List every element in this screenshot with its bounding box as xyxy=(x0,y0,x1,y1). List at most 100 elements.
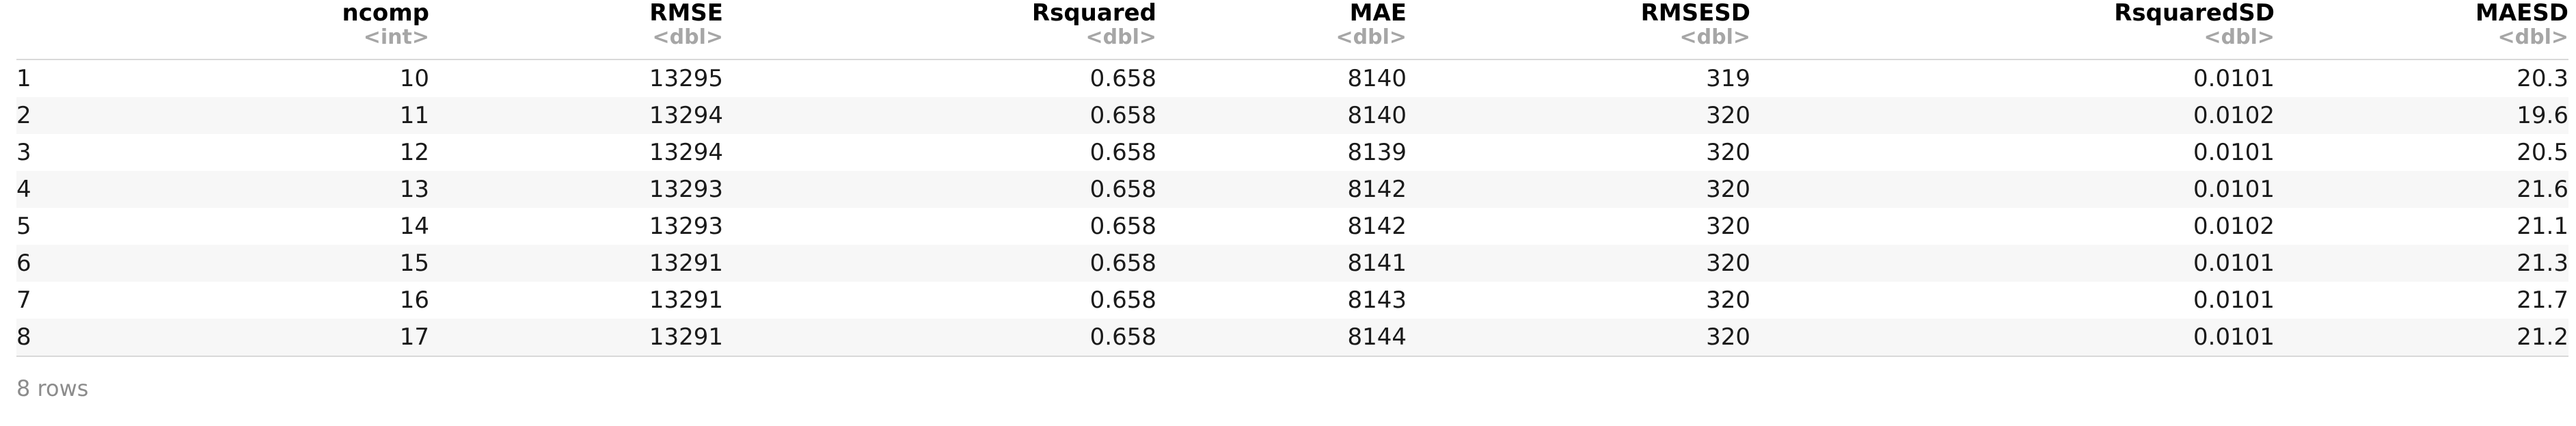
row-index-cell: 2 xyxy=(16,102,31,129)
data-frame-viewer: ncomp <int> RMSE <dbl> Rsquared <dbl> MAE <dbl>… xyxy=(16,0,2568,357)
table-cell: 13 xyxy=(399,176,429,203)
table-cell: 0.0101 xyxy=(2193,287,2275,314)
column-name: MAE xyxy=(1349,0,1407,27)
row-count-label: 8 rows xyxy=(16,375,89,401)
table-cell: 13291 xyxy=(649,323,723,351)
table-cell: 0.0101 xyxy=(2193,139,2275,166)
table-cell: 14 xyxy=(399,213,429,240)
column-type: <dbl> xyxy=(652,25,723,49)
table-cell: 15 xyxy=(399,250,429,277)
table-row: 2 11 13294 0.658 8140 320 0.0102 19.6 xyxy=(16,97,2568,134)
table-cell: 0.0102 xyxy=(2193,102,2275,129)
table-cell: 320 xyxy=(1706,213,1750,240)
column-type: <dbl> xyxy=(1085,25,1156,49)
row-index-cell: 7 xyxy=(16,287,31,314)
column-type: <dbl> xyxy=(2497,25,2568,49)
table-cell: 0.658 xyxy=(1089,213,1156,240)
table-cell: 0.0101 xyxy=(2193,323,2275,351)
column-name: Rsquared xyxy=(1031,0,1156,27)
table-cell: 0.658 xyxy=(1089,287,1156,314)
row-index-header xyxy=(16,0,153,59)
table-cell: 0.658 xyxy=(1089,323,1156,351)
column-type: <dbl> xyxy=(1336,25,1407,49)
table-cell: 320 xyxy=(1706,323,1750,351)
table-cell: 8142 xyxy=(1347,213,1407,240)
table-cell: 0.658 xyxy=(1089,176,1156,203)
table-cell: 13293 xyxy=(649,213,723,240)
table-cell: 17 xyxy=(399,323,429,351)
table-cell: 13294 xyxy=(649,102,723,129)
column-header[interactable]: MAE <dbl> xyxy=(1156,0,1407,59)
column-type: <int> xyxy=(363,25,429,49)
table-cell: 0.0102 xyxy=(2193,213,2275,240)
table-cell: 10 xyxy=(399,65,429,92)
table-body: 1 10 13295 0.658 8140 319 0.0101 20.3 2 11 13294 0.… xyxy=(16,59,2568,356)
table-cell: 21.7 xyxy=(2517,287,2568,314)
column-name: ncomp xyxy=(342,0,429,27)
column-header[interactable]: RsquaredSD <dbl> xyxy=(1750,0,2275,59)
table-cell: 8142 xyxy=(1347,176,1407,203)
table-cell: 8144 xyxy=(1347,323,1407,351)
column-name: MAESD xyxy=(2475,0,2568,27)
table-cell: 320 xyxy=(1706,287,1750,314)
table-cell: 8140 xyxy=(1347,65,1407,92)
table-cell: 21.2 xyxy=(2517,323,2568,351)
results-table: ncomp <int> RMSE <dbl> Rsquared <dbl> MAE <dbl>… xyxy=(16,0,2568,357)
table-cell: 320 xyxy=(1706,139,1750,166)
table-cell: 0.0101 xyxy=(2193,176,2275,203)
table-cell: 13293 xyxy=(649,176,723,203)
table-row: 6 15 13291 0.658 8141 320 0.0101 21.3 xyxy=(16,245,2568,282)
table-row: 1 10 13295 0.658 8140 319 0.0101 20.3 xyxy=(16,59,2568,97)
column-header[interactable]: RMSE <dbl> xyxy=(429,0,723,59)
row-index-cell: 5 xyxy=(16,213,31,240)
table-row: 7 16 13291 0.658 8143 320 0.0101 21.7 xyxy=(16,282,2568,319)
table-cell: 0.0101 xyxy=(2193,65,2275,92)
table-cell: 0.0101 xyxy=(2193,250,2275,277)
row-index-cell: 1 xyxy=(16,65,31,92)
row-index-cell: 4 xyxy=(16,176,31,203)
column-header[interactable]: MAESD <dbl> xyxy=(2275,0,2568,59)
table-row: 5 14 13293 0.658 8142 320 0.0102 21.1 xyxy=(16,208,2568,245)
table-cell: 320 xyxy=(1706,250,1750,277)
table-cell: 21.6 xyxy=(2517,176,2568,203)
table-header: ncomp <int> RMSE <dbl> Rsquared <dbl> MAE <dbl>… xyxy=(16,0,2568,59)
table-cell: 0.658 xyxy=(1089,250,1156,277)
table-row: 4 13 13293 0.658 8142 320 0.0101 21.6 xyxy=(16,171,2568,208)
table-cell: 8143 xyxy=(1347,287,1407,314)
column-name: RMSE xyxy=(649,0,723,27)
row-index-cell: 6 xyxy=(16,250,31,277)
table-row: 8 17 13291 0.658 8144 320 0.0101 21.2 xyxy=(16,319,2568,356)
table-cell: 320 xyxy=(1706,102,1750,129)
table-cell: 13294 xyxy=(649,139,723,166)
column-header[interactable]: RMSESD <dbl> xyxy=(1407,0,1750,59)
table-cell: 0.658 xyxy=(1089,139,1156,166)
row-index-cell: 8 xyxy=(16,323,31,351)
table-cell: 20.5 xyxy=(2517,139,2568,166)
table-cell: 319 xyxy=(1706,65,1750,92)
table-cell: 16 xyxy=(399,287,429,314)
column-header[interactable]: Rsquared <dbl> xyxy=(723,0,1156,59)
table-cell: 8141 xyxy=(1347,250,1407,277)
table-cell: 11 xyxy=(399,102,429,129)
header-row: ncomp <int> RMSE <dbl> Rsquared <dbl> MAE <dbl>… xyxy=(16,0,2568,59)
table-row: 3 12 13294 0.658 8139 320 0.0101 20.5 xyxy=(16,134,2568,171)
table-cell: 8140 xyxy=(1347,102,1407,129)
table-cell: 19.6 xyxy=(2517,102,2568,129)
table-cell: 13291 xyxy=(649,250,723,277)
row-index-cell: 3 xyxy=(16,139,31,166)
table-cell: 320 xyxy=(1706,176,1750,203)
table-cell: 21.3 xyxy=(2517,250,2568,277)
table-cell: 20.3 xyxy=(2517,65,2568,92)
table-cell: 0.658 xyxy=(1089,65,1156,92)
table-cell: 0.658 xyxy=(1089,102,1156,129)
column-type: <dbl> xyxy=(1679,25,1750,49)
column-name: RMSESD xyxy=(1640,0,1750,27)
table-cell: 13295 xyxy=(649,65,723,92)
table-cell: 12 xyxy=(399,139,429,166)
column-header[interactable]: ncomp <int> xyxy=(153,0,429,59)
column-type: <dbl> xyxy=(2204,25,2275,49)
table-cell: 21.1 xyxy=(2517,213,2568,240)
table-cell: 8139 xyxy=(1347,139,1407,166)
column-name: RsquaredSD xyxy=(2114,0,2275,27)
table-cell: 13291 xyxy=(649,287,723,314)
